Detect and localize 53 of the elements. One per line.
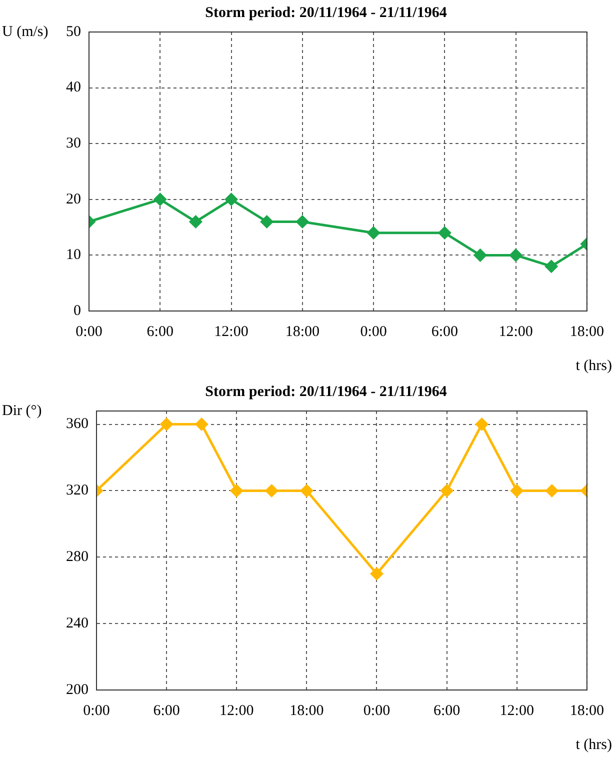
point xyxy=(510,484,524,497)
x-tick-label: 6:00 xyxy=(146,324,174,340)
x-tick-label: 12:00 xyxy=(220,702,254,719)
point xyxy=(510,248,522,262)
point xyxy=(195,418,208,431)
chart-title: Storm period: 20/11/1964 - 21/11/1964 xyxy=(205,384,448,400)
x-tick-label: 18:00 xyxy=(570,324,604,340)
x-axis-title: t (hrs) xyxy=(576,358,612,375)
y-tick-label: 50 xyxy=(66,24,81,40)
x-tick-label: 12:00 xyxy=(500,702,534,719)
y-tick-label: 360 xyxy=(66,416,88,432)
y-tick-label: 0 xyxy=(74,302,81,319)
point xyxy=(476,418,488,431)
point xyxy=(160,418,173,431)
point xyxy=(154,193,166,206)
point xyxy=(296,215,309,228)
x-tick-label: 12:00 xyxy=(498,324,533,340)
y-tick-label: 20 xyxy=(66,191,81,208)
point xyxy=(440,484,454,497)
point xyxy=(370,568,383,580)
chart-title: Storm period: 20/11/1964 - 21/11/1964 xyxy=(205,4,448,21)
x-tick-label: 0:00 xyxy=(83,702,110,719)
point xyxy=(225,193,238,206)
y-axis-title: Dir (°) xyxy=(2,403,42,420)
point xyxy=(189,215,202,228)
x-tick-label: 6:00 xyxy=(153,702,180,719)
point xyxy=(300,484,313,497)
point xyxy=(260,215,274,228)
x-tick-label: 6:00 xyxy=(431,324,458,340)
y-tick-label: 40 xyxy=(66,80,81,96)
point xyxy=(265,484,278,497)
x-tick-label: 18:00 xyxy=(290,702,324,719)
y-tick-label: 280 xyxy=(66,549,88,566)
y-tick-label: 240 xyxy=(66,616,88,632)
y-axis-title: U (m/s) xyxy=(2,24,48,41)
x-tick-label: 18:00 xyxy=(570,702,604,719)
y-tick-label: 200 xyxy=(66,682,88,698)
x-tick-label: 18:00 xyxy=(285,324,320,340)
x-tick-label: 0:00 xyxy=(76,324,102,340)
point xyxy=(545,260,558,273)
x-tick-label: 0:00 xyxy=(363,702,390,719)
x-tick-label: 0:00 xyxy=(360,324,387,340)
point xyxy=(474,248,486,262)
y-tick-label: 10 xyxy=(66,247,81,264)
x-tick-label: 12:00 xyxy=(214,324,248,340)
point xyxy=(367,226,380,240)
y-tick-label: 30 xyxy=(66,136,81,152)
x-tick-label: 6:00 xyxy=(433,702,460,719)
y-tick-label: 320 xyxy=(66,482,88,499)
point xyxy=(438,226,451,240)
point xyxy=(230,484,243,497)
x-axis-title: t (hrs) xyxy=(576,737,612,754)
point xyxy=(546,484,558,497)
